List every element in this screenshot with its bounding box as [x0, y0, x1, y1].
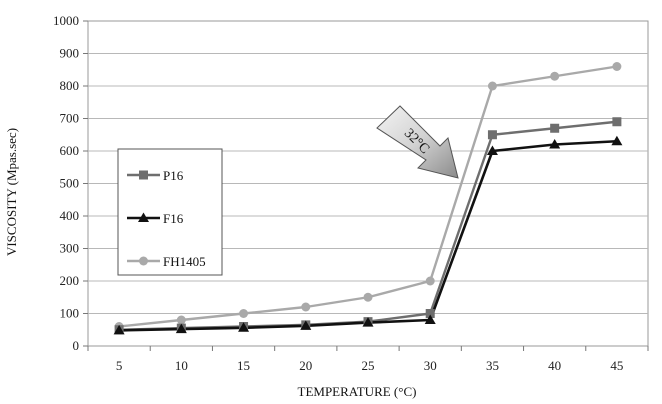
data-point-fh1405	[612, 62, 622, 71]
data-point-f16	[362, 317, 374, 327]
legend-marker-fh1405	[139, 256, 148, 266]
data-point-f16	[611, 135, 623, 146]
data-point-fh1405	[550, 71, 560, 81]
annotation-32c-arrow: 32°C	[376, 105, 459, 179]
data-point-f16	[300, 320, 312, 330]
data-point-f16	[549, 139, 561, 149]
data-point-f16	[175, 323, 187, 334]
data-point-f16	[486, 145, 498, 155]
y-tick-label: 900	[60, 46, 80, 61]
data-point-p16	[550, 123, 560, 133]
data-point-fh1405	[239, 309, 249, 318]
y-tick-label: 0	[73, 338, 80, 353]
y-tick-label: 300	[60, 241, 80, 256]
y-tick-label: 800	[60, 78, 80, 93]
x-tick-label: 20	[299, 358, 312, 373]
data-point-fh1405	[487, 81, 497, 91]
data-point-fh1405	[301, 302, 311, 312]
legend-label-p16: P16	[163, 168, 184, 183]
y-tick-label: 200	[60, 273, 80, 288]
x-axis-ticks: 5 10 15 20 25 30 35 40 45	[87, 346, 649, 373]
x-tick-label: 45	[610, 358, 623, 373]
x-tick-label: 5	[116, 358, 123, 373]
y-axis-ticks: 0 100 200 300 400 500 600 700 800 900 1000	[53, 13, 88, 353]
data-point-fh1405	[425, 276, 435, 286]
legend-marker-p16	[139, 170, 148, 180]
y-tick-label: 1000	[53, 13, 79, 28]
x-tick-label: 15	[237, 358, 250, 373]
data-point-f16	[238, 322, 250, 332]
legend-label-fh1405: FH1405	[163, 254, 206, 269]
data-point-fh1405	[176, 315, 186, 325]
x-tick-label: 35	[486, 358, 499, 373]
data-point-p16	[425, 309, 435, 318]
data-point-fh1405	[363, 292, 373, 302]
x-tick-label: 10	[175, 358, 188, 373]
y-axis-label: VISCOSITY (Mpas.sec)	[4, 128, 19, 256]
series-markers	[113, 62, 623, 335]
legend: P16 F16 FH1405	[117, 148, 223, 276]
y-tick-label: 600	[60, 143, 80, 158]
x-tick-label: 25	[362, 358, 375, 373]
x-axis-label: TEMPERATURE (°C)	[298, 384, 417, 399]
x-tick-label: 30	[424, 358, 437, 373]
data-point-f16	[424, 314, 436, 324]
data-point-f16	[113, 324, 125, 335]
legend-label-f16: F16	[163, 211, 184, 226]
y-tick-label: 100	[60, 306, 80, 321]
y-tick-label: 400	[60, 208, 80, 223]
y-tick-label: 700	[60, 111, 80, 126]
x-tick-label: 40	[548, 358, 561, 373]
data-point-p16	[487, 130, 497, 140]
legend-marker-f16	[138, 212, 149, 222]
y-tick-label: 500	[60, 176, 80, 191]
data-point-p16	[612, 117, 622, 127]
